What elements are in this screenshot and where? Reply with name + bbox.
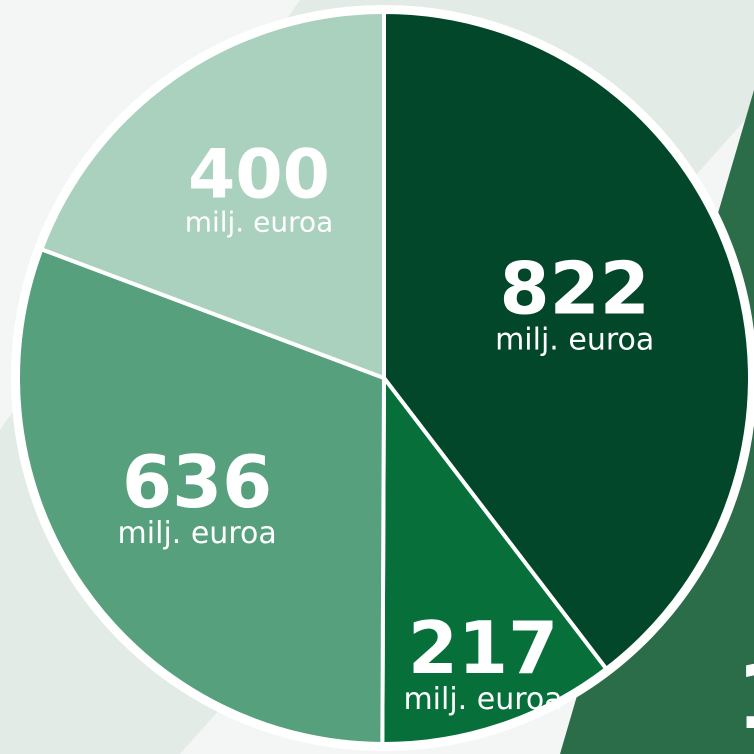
slice-value-label-822: 822 [500,246,650,330]
slice-unit-label-400: milj. euroa [185,205,334,238]
slice-unit-label-217: milj. euroa [403,682,562,717]
pie-slice-400 [39,10,386,380]
pie-slices [16,10,752,746]
slice-unit-label-636: milj. euroa [118,516,277,551]
slice-unit-label-822: milj. euroa [495,322,654,357]
slice-value-label-400: 400 [188,135,330,214]
pie-slice-822 [382,10,752,671]
pie-slice-636 [16,247,386,746]
edge-glyph: 1 [736,645,754,750]
slice-value-label-636: 636 [122,440,272,524]
slice-value-label-217: 217 [408,606,558,690]
pie-slice-217 [380,376,609,746]
